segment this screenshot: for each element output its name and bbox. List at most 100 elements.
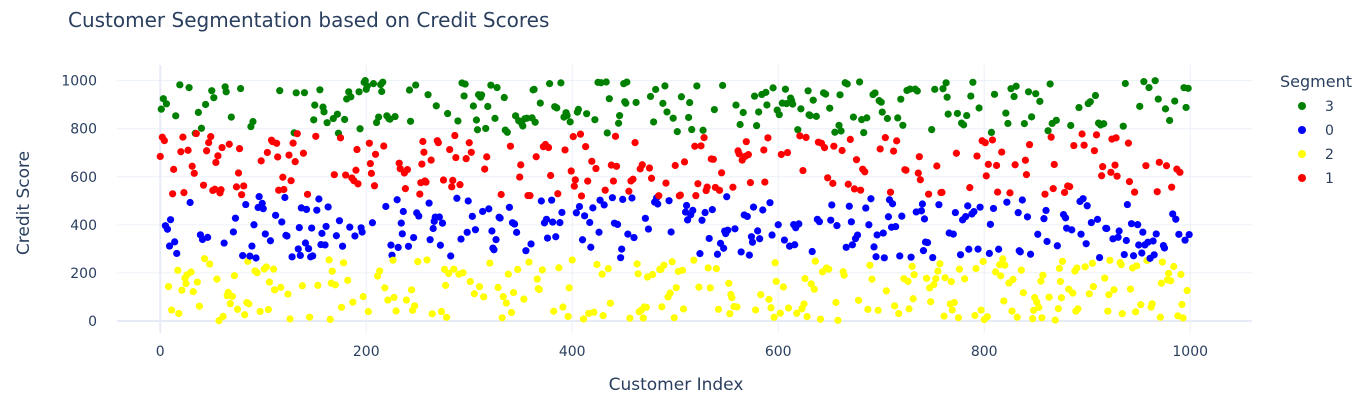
data-point-seg-0 [1053, 242, 1061, 250]
data-point-seg-1 [184, 146, 192, 154]
data-point-seg-3 [201, 100, 210, 109]
data-point-seg-0 [918, 200, 927, 208]
data-point-seg-0 [724, 226, 732, 234]
data-point-seg-2 [598, 270, 606, 278]
data-point-seg-3 [835, 121, 843, 129]
legend[interactable]: Segment 3 0 2 1 [1280, 72, 1352, 187]
data-point-seg-3 [176, 81, 184, 89]
data-point-seg-2 [182, 279, 190, 288]
data-point-seg-1 [342, 171, 350, 179]
data-point-seg-1 [299, 149, 308, 157]
data-point-seg-2 [882, 287, 890, 295]
data-point-seg-1 [446, 145, 454, 154]
data-point-seg-2 [376, 267, 384, 275]
data-point-seg-3 [162, 100, 171, 108]
data-point-seg-1 [1130, 188, 1139, 196]
data-point-seg-0 [308, 224, 316, 232]
data-point-seg-1 [645, 164, 654, 172]
data-point-seg-1 [532, 153, 540, 161]
data-point-seg-0 [808, 247, 816, 256]
legend-item-2[interactable]: 2 [1298, 147, 1334, 163]
data-point-seg-2 [977, 306, 985, 314]
data-point-seg-0 [1079, 195, 1087, 203]
data-point-seg-0 [1014, 209, 1022, 217]
data-point-seg-2 [634, 270, 642, 278]
data-point-seg-0 [321, 241, 329, 249]
data-point-seg-3 [699, 126, 707, 134]
data-point-seg-3 [566, 118, 574, 126]
data-point-seg-1 [796, 132, 804, 140]
legend-item-1[interactable]: 1 [1298, 171, 1334, 187]
data-point-seg-1 [465, 139, 473, 147]
data-point-seg-0 [986, 220, 994, 228]
data-point-seg-0 [723, 193, 731, 201]
data-point-seg-0 [795, 220, 803, 228]
data-point-seg-1 [760, 146, 768, 154]
data-point-seg-1 [992, 161, 1001, 170]
data-point-seg-1 [170, 165, 178, 173]
data-point-seg-0 [522, 247, 530, 255]
data-point-seg-2 [389, 256, 397, 264]
data-point-seg-1 [422, 178, 430, 186]
legend-item-3[interactable]: 3 [1298, 99, 1334, 115]
data-point-seg-0 [995, 245, 1003, 253]
data-point-seg-2 [1167, 277, 1175, 285]
data-point-seg-0 [608, 194, 617, 202]
data-point-seg-2 [999, 255, 1007, 263]
data-point-seg-1 [647, 174, 656, 182]
data-point-seg-3 [942, 79, 950, 87]
data-point-seg-1 [380, 142, 388, 150]
data-point-seg-3 [605, 95, 613, 103]
data-point-seg-0 [867, 195, 875, 203]
data-point-seg-2 [1037, 277, 1045, 285]
data-point-seg-1 [439, 176, 448, 184]
data-point-seg-2 [325, 256, 333, 264]
data-point-seg-2 [910, 271, 918, 279]
data-point-seg-2 [525, 258, 533, 266]
data-point-seg-3 [1171, 97, 1179, 105]
data-point-seg-1 [829, 179, 837, 187]
data-point-seg-0 [872, 253, 880, 261]
data-point-seg-2 [475, 283, 484, 291]
data-point-seg-3 [1119, 122, 1127, 130]
x-tick-label: 1000 [1172, 344, 1208, 360]
data-point-seg-2 [779, 283, 787, 291]
data-point-seg-3 [781, 85, 790, 93]
data-point-seg-0 [705, 234, 713, 243]
data-point-seg-0 [976, 203, 984, 211]
data-point-seg-0 [1103, 224, 1111, 233]
data-point-seg-1 [631, 138, 639, 147]
data-point-seg-2 [564, 312, 572, 321]
data-point-seg-1 [1124, 139, 1133, 147]
data-point-seg-0 [920, 215, 929, 223]
data-point-seg-3 [557, 79, 565, 87]
data-point-seg-1 [312, 132, 320, 140]
data-point-seg-3 [1067, 121, 1075, 130]
data-point-seg-1 [395, 159, 403, 167]
data-point-seg-3 [1012, 82, 1020, 90]
data-point-seg-0 [351, 232, 359, 240]
data-point-seg-0 [737, 248, 745, 256]
data-point-seg-2 [175, 309, 183, 318]
data-point-seg-0 [596, 196, 604, 204]
data-point-seg-3 [661, 82, 669, 90]
data-point-seg-3 [750, 92, 759, 100]
legend-item-0[interactable]: 0 [1298, 123, 1334, 139]
data-point-seg-3 [877, 98, 885, 106]
data-point-seg-0 [1169, 210, 1177, 218]
data-point-seg-0 [410, 233, 418, 242]
data-point-seg-3 [878, 108, 886, 116]
data-point-seg-2 [241, 311, 249, 319]
data-point-seg-3 [822, 90, 830, 98]
data-point-seg-0 [865, 221, 873, 229]
data-point-seg-0 [630, 233, 638, 242]
data-point-seg-2 [765, 295, 773, 303]
data-point-seg-1 [434, 139, 442, 147]
data-point-seg-2 [344, 276, 352, 284]
data-point-seg-2 [1055, 264, 1064, 272]
data-point-seg-1 [694, 180, 702, 188]
data-point-seg-0 [747, 233, 756, 241]
data-point-seg-2 [905, 305, 913, 313]
data-point-seg-2 [1110, 286, 1118, 294]
data-point-seg-2 [934, 267, 942, 275]
